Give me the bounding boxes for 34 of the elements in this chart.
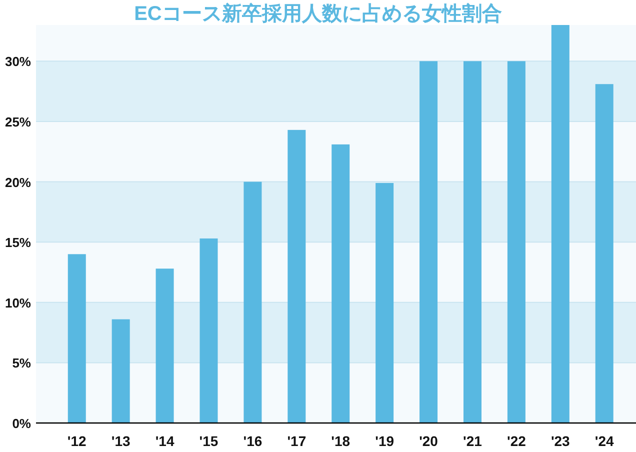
bar — [288, 130, 306, 423]
x-tick-label: '21 — [463, 433, 482, 449]
bar — [244, 182, 262, 423]
bar — [507, 61, 526, 423]
bar — [200, 238, 218, 423]
y-tick-label: 25% — [4, 114, 32, 130]
x-tick-label: '17 — [287, 433, 306, 449]
bar — [551, 25, 570, 423]
bar — [332, 144, 350, 423]
x-tick-label: '24 — [594, 433, 614, 449]
x-tick-label: '18 — [331, 433, 350, 449]
bar — [112, 319, 130, 423]
x-tick-label: '12 — [67, 433, 87, 449]
bar — [420, 61, 438, 423]
y-tick-label: 10% — [4, 295, 32, 310]
bar — [463, 61, 482, 423]
x-tick-label: '22 — [506, 433, 526, 449]
bar — [376, 182, 394, 423]
x-tick-label: '15 — [199, 433, 218, 449]
y-tick-label: 20% — [4, 174, 32, 190]
y-tick-label: 15% — [4, 235, 32, 250]
bar — [68, 254, 86, 423]
chart-title: ECコース新卒採用人数に占める女性割合 — [134, 2, 502, 25]
y-tick-label: 5% — [12, 356, 32, 371]
x-tick-label: '19 — [375, 433, 394, 449]
x-tick-label: '14 — [155, 433, 174, 449]
x-tick-label: '23 — [550, 433, 570, 449]
y-tick-label: 30% — [4, 54, 32, 70]
x-tick-label: '13 — [111, 433, 130, 449]
y-tick-label: 0% — [12, 416, 32, 431]
x-tick-label: '16 — [243, 433, 262, 449]
bar — [156, 268, 174, 423]
x-tick-label: '20 — [419, 433, 438, 449]
bar — [595, 84, 614, 423]
